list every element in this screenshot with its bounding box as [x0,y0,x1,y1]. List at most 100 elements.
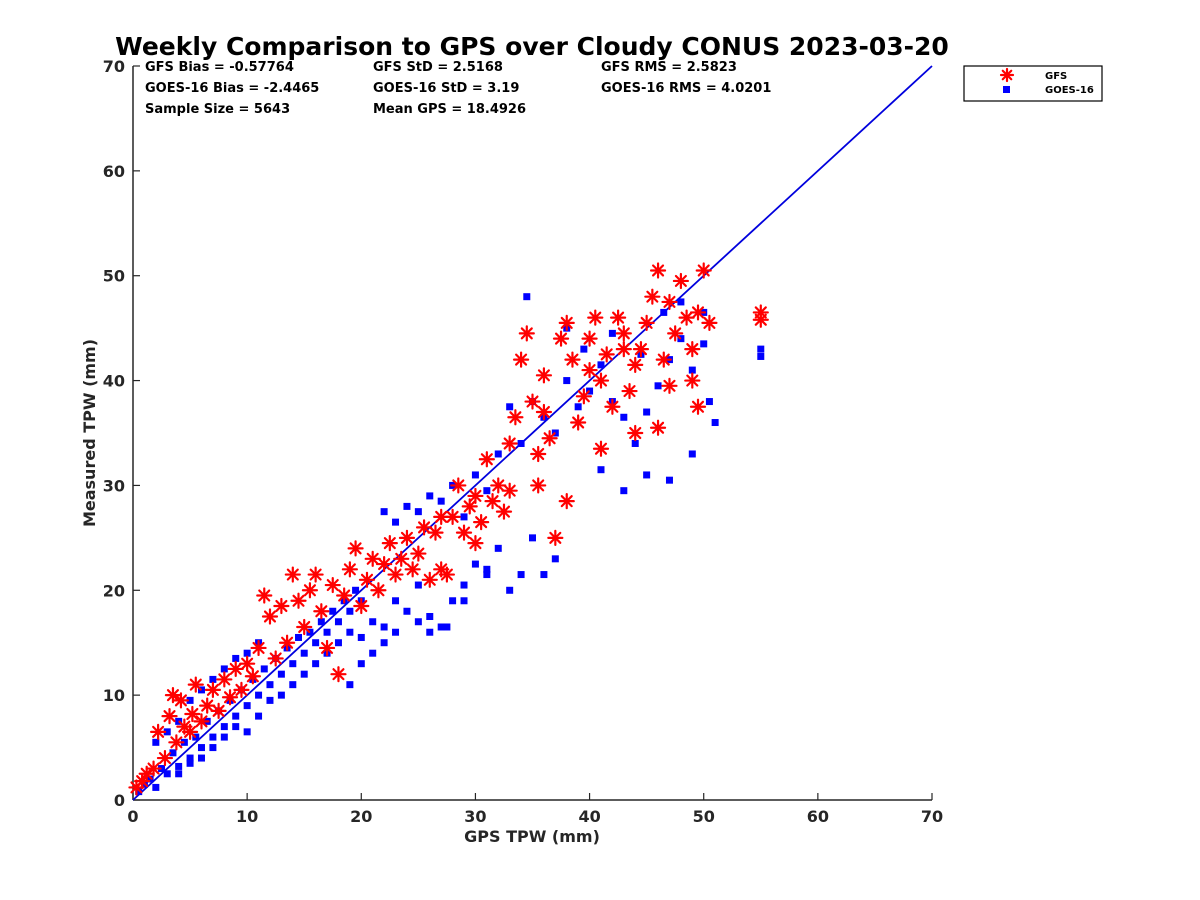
gfs-point [564,351,581,368]
goes16-point [705,398,713,406]
goes16-point [346,681,354,689]
goes16-point [449,597,457,605]
goes16-point [551,555,559,563]
y-tick-label: 60 [103,162,125,181]
goes16-point [483,487,491,495]
goes16-point [289,681,297,689]
gfs-point [518,325,535,342]
x-tick-label: 40 [578,807,600,826]
gfs-point [695,262,712,279]
gfs-point [649,262,667,279]
y-tick-label: 40 [103,372,125,391]
gfs-point [558,314,575,331]
stat-goes-rms: GOES-16 RMS = 4.0201 [601,81,771,96]
gfs-point [244,668,261,685]
gfs-point [415,519,433,536]
goes16-point [312,660,320,668]
stat-goes-std: GOES-16 StD = 3.19 [373,81,519,96]
y-tick-label: 0 [114,791,125,810]
gfs-point [199,697,216,714]
gfs-point [535,403,553,421]
x-tick-label: 20 [350,807,372,826]
legend-goes-marker [1003,86,1010,93]
goes16-point [357,660,365,668]
legend-gfs-marker [999,67,1015,83]
gfs-point [284,566,301,583]
goes16-point [186,696,194,704]
legend-box [963,65,1103,102]
goes16-point [426,628,434,636]
gfs-point [261,608,279,625]
x-tick-label: 70 [921,807,943,826]
goes16-point [295,633,303,641]
goes16-point [471,471,479,479]
goes16-point [392,628,400,636]
goes16-point [255,712,263,720]
gfs-point [552,330,570,347]
gfs-point [187,676,204,693]
goes16-point [597,466,605,474]
gfs-point [615,325,632,342]
goes16-point [403,502,411,510]
goes16-point [175,770,183,778]
gfs-point [535,367,553,384]
goes16-point [232,723,240,731]
goes16-point [620,487,628,495]
gfs-point [495,503,513,520]
gfs-point [689,304,707,321]
gfs-point [381,534,398,552]
y-tick-label: 20 [103,581,125,600]
gfs-point [376,555,393,573]
gfs-point [627,356,644,373]
goes16-point [209,675,217,683]
goes16-point [277,670,285,678]
goes16-point [266,696,274,704]
gfs-point [598,346,615,363]
goes16-point [540,571,548,579]
goes16-point [135,788,143,796]
gfs-point [267,650,284,667]
gfs-point [250,639,267,657]
goes16-point [460,581,468,589]
goes16-point [574,403,582,411]
goes16-point [163,770,171,778]
goes16-point [403,607,411,615]
gfs-point [184,705,201,723]
gfs-point [181,723,199,740]
gfs-point [221,689,239,706]
series-gfs [128,262,769,796]
x-tick-label: 60 [807,807,829,826]
gfs-point [501,435,518,452]
gfs-point [547,529,564,546]
goes16-point [323,628,331,636]
gfs-point [324,576,341,594]
goes16-point [243,649,251,657]
goes16-point [608,329,616,337]
goes16-point [209,733,217,741]
goes16-point [517,439,525,447]
gfs-point [672,272,689,290]
goes16-point [243,728,251,736]
gfs-point [145,760,162,777]
goes16-point [220,665,228,673]
gfs-point [290,592,307,609]
gfs-point [273,597,290,615]
goes16-point [426,492,434,500]
goes16-point [506,586,514,594]
goes16-point [277,691,285,699]
goes16-point [643,471,651,479]
goes16-point [266,681,274,689]
goes16-point [757,352,765,360]
gfs-point [364,550,381,567]
gfs-point [168,734,185,751]
y-tick-label: 50 [103,267,125,286]
goes16-point [597,361,605,369]
goes16-point [392,518,400,526]
goes16-point [209,744,217,752]
goes16-point [529,534,536,542]
gfs-point [313,603,330,620]
gfs-point [490,477,507,494]
x-tick-label: 10 [236,807,258,826]
goes16-point [346,607,354,615]
goes16-point [380,639,388,647]
